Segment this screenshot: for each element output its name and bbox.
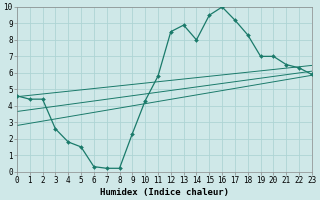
X-axis label: Humidex (Indice chaleur): Humidex (Indice chaleur) [100,188,229,197]
